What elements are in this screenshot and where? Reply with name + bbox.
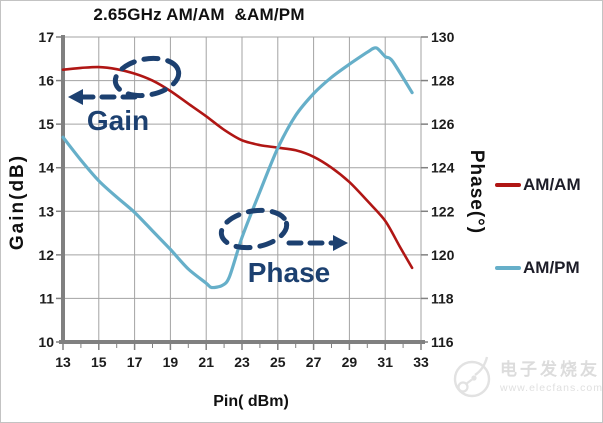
watermark-brand: 电子发烧友 <box>500 359 600 379</box>
x-tick-label: 31 <box>377 354 393 370</box>
chart-title: 2.65GHz AM/AM &AM/PM <box>93 5 305 24</box>
x-tick-label: 19 <box>163 354 179 370</box>
y-left-tick-label: 12 <box>38 247 54 263</box>
annotation-ellipse <box>112 55 182 99</box>
annotation-label: Phase <box>248 257 331 288</box>
x-tick-label: 25 <box>270 354 286 370</box>
annotation-arrow-head <box>333 235 348 251</box>
y-left-tick-label: 17 <box>38 29 54 45</box>
y-left-tick-label: 13 <box>38 203 54 219</box>
x-tick-label: 29 <box>342 354 358 370</box>
y-axis-label-phase: Phase(°) <box>466 149 487 235</box>
annotation-ellipse <box>218 207 290 251</box>
y-right-tick-label: 120 <box>431 247 455 263</box>
y-left-tick-label: 10 <box>38 334 54 350</box>
x-tick-label: 33 <box>413 354 429 370</box>
y-axis-label-gain: Gain(dB) <box>7 153 28 251</box>
x-tick-label: 17 <box>127 354 143 370</box>
y-right-tick-label: 118 <box>431 290 454 306</box>
annotation-label: Gain <box>87 105 149 136</box>
x-tick-label: 15 <box>91 354 107 370</box>
legend-label-amam: AM/AM <box>523 175 581 194</box>
y-left-tick-label: 11 <box>39 290 54 306</box>
legend-label-ampm: AM/PM <box>523 258 580 277</box>
y-right-tick-label: 116 <box>431 334 454 350</box>
legend-item-amam: AM/AM <box>495 175 581 195</box>
amam-line-swatch <box>495 183 521 187</box>
ampm-curve <box>61 46 414 290</box>
ampm-line-swatch <box>495 266 521 270</box>
x-tick-label: 13 <box>55 354 71 370</box>
y-right-tick-label: 126 <box>431 116 455 132</box>
elecfans-logo-icon <box>453 356 491 398</box>
y-left-tick-label: 16 <box>38 73 54 89</box>
watermark: 电子发烧友 www.elecfans.com <box>451 347 603 401</box>
watermark-url: www.elecfans.com <box>500 381 603 394</box>
y-left-tick-label: 14 <box>38 160 54 176</box>
x-axis-label: Pin( dBm) <box>213 393 289 410</box>
y-right-tick-label: 128 <box>431 73 455 89</box>
y-right-tick-label: 130 <box>431 29 455 45</box>
x-tick-label: 21 <box>198 354 214 370</box>
y-left-tick-label: 15 <box>38 116 54 132</box>
legend-item-ampm: AM/PM <box>495 258 580 278</box>
annotation-arrow-head <box>68 89 83 105</box>
y-right-tick-label: 124 <box>431 160 455 176</box>
y-right-tick-label: 122 <box>431 203 455 219</box>
x-tick-label: 23 <box>234 354 250 370</box>
x-tick-label: 27 <box>306 354 322 370</box>
